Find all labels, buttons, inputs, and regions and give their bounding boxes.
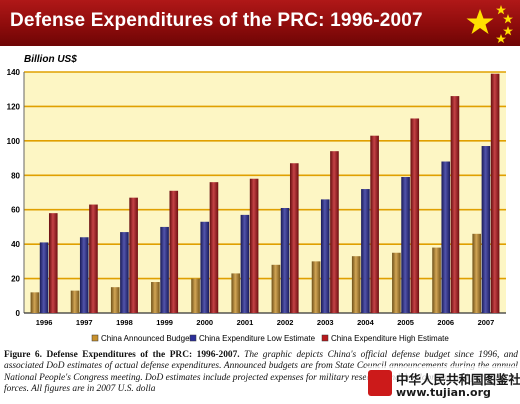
legend-label: China Expenditure High Estimate xyxy=(331,334,449,343)
bar-low xyxy=(320,199,330,313)
bar-chart: 0 20 40 60 80 100 120 140 1996 1997 1998 1999 2000 20… xyxy=(7,68,506,343)
small-star-icon xyxy=(496,34,506,43)
bar-low xyxy=(280,207,290,313)
bar-high xyxy=(330,151,339,313)
bar-low xyxy=(240,214,250,313)
x-tick-label: 2005 xyxy=(397,318,414,327)
x-tick-label: 2002 xyxy=(277,318,294,327)
bar-high xyxy=(249,178,259,313)
bar-high xyxy=(450,96,460,313)
watermark: 中华人民共和国图鉴社 www.tujian.org xyxy=(366,366,520,402)
y-tick-label: 80 xyxy=(11,171,20,180)
legend-label: China Announced Budget xyxy=(101,334,193,343)
bar-low xyxy=(481,146,491,313)
bar-high xyxy=(129,197,138,313)
watermark-line2: www.tujian.org xyxy=(396,386,491,399)
bar-low xyxy=(160,226,169,313)
plot-background xyxy=(24,72,506,313)
bar-announced xyxy=(472,233,482,313)
x-tick-label: 2006 xyxy=(437,318,454,327)
bar-announced xyxy=(110,287,120,313)
watermark-line1: 中华人民共和国图鉴社 xyxy=(396,372,520,387)
x-tick-label: 2000 xyxy=(196,318,213,327)
bar-announced xyxy=(392,252,401,313)
y-tick-label: 20 xyxy=(11,275,20,284)
bar-high xyxy=(410,118,420,313)
legend-swatch xyxy=(321,334,329,342)
bar-announced xyxy=(191,278,200,313)
bar-announced xyxy=(271,264,281,313)
bar-announced xyxy=(151,282,160,313)
y-tick-label: 100 xyxy=(7,137,21,146)
bar-high xyxy=(490,73,500,313)
bar-announced xyxy=(231,273,241,313)
bar-high xyxy=(89,204,98,313)
x-tick-label: 1997 xyxy=(76,318,93,327)
big-star-icon xyxy=(466,9,494,34)
x-tick-label: 1999 xyxy=(156,318,173,327)
small-star-icon xyxy=(503,26,513,36)
bar-announced xyxy=(311,261,321,313)
y-tick-label: 40 xyxy=(11,240,20,249)
small-star-icon xyxy=(496,5,506,15)
bar-low xyxy=(361,189,370,313)
x-tick-label: 1996 xyxy=(36,318,53,327)
bar-announced xyxy=(351,256,361,313)
small-star-icon xyxy=(503,14,513,24)
bar-low xyxy=(200,221,210,313)
prc-flag-icon xyxy=(466,5,513,43)
bar-announced xyxy=(432,247,441,313)
y-tick-label: 140 xyxy=(7,68,21,77)
caption-figure-label: Figure 6. Defense Expenditures of the PR… xyxy=(4,350,240,360)
bar-low xyxy=(79,237,89,313)
bar-low xyxy=(39,242,49,313)
x-tick-label: 1998 xyxy=(116,318,133,327)
legend-swatch xyxy=(91,334,99,342)
legend-label: China Expenditure Low Estimate xyxy=(199,334,316,343)
caption-text: The graphic depicts China's official def… xyxy=(4,350,518,383)
legend-swatch xyxy=(189,334,197,342)
bar-announced xyxy=(30,292,40,313)
x-tick-label: 2004 xyxy=(357,318,375,327)
y-unit-label: Billion US$ xyxy=(24,54,77,65)
x-tick-label: 2001 xyxy=(237,318,254,327)
bar-low xyxy=(401,177,410,313)
bar-high xyxy=(48,213,58,313)
y-tick-label: 60 xyxy=(11,206,20,215)
x-tick-label: 2003 xyxy=(317,318,334,327)
bar-low xyxy=(441,161,451,313)
watermark-logo-icon xyxy=(368,370,392,396)
title-banner: Defense Expenditures of the PRC: 1996-20… xyxy=(0,0,520,46)
y-tick-label: 0 xyxy=(16,309,21,318)
bar-low xyxy=(120,232,129,313)
bar-high xyxy=(289,163,299,313)
y-tick-label: 120 xyxy=(7,102,21,111)
bar-announced xyxy=(70,290,80,313)
x-tick-label: 2007 xyxy=(478,318,495,327)
bar-high xyxy=(169,190,179,313)
chart-title: Defense Expenditures of the PRC: 1996-20… xyxy=(10,10,423,31)
bar-high xyxy=(370,135,379,313)
bar-high xyxy=(209,182,219,313)
